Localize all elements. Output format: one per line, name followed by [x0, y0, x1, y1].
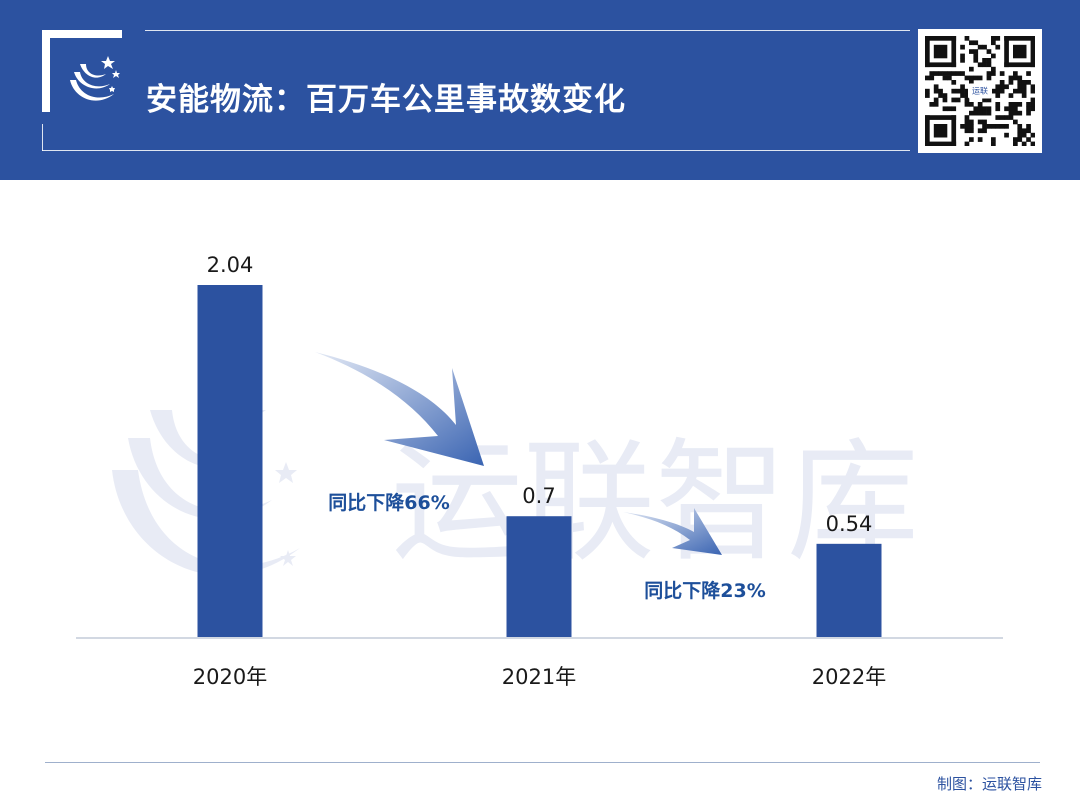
- page-title: 安能物流：百万车公里事故数变化: [146, 82, 626, 118]
- source-credit: 制图：运联智库: [936, 775, 1042, 793]
- header-rule-bottom: [42, 150, 910, 151]
- corner-bracket-horizontal: [42, 30, 122, 38]
- bar-2: [506, 516, 572, 637]
- trend-arrow-1: [315, 352, 484, 466]
- x-tick-label-3: 2022年: [812, 665, 886, 689]
- corner-bracket-vertical: [42, 30, 50, 112]
- qr-code[interactable]: 运联: [918, 29, 1042, 153]
- bar-value-label-2: 0.7: [522, 484, 555, 508]
- annotation-yoy-2022: 同比下降23%: [644, 579, 765, 602]
- brand-logo-icon: [70, 56, 120, 101]
- x-tick-label-1: 2020年: [193, 665, 267, 689]
- trend-arrow-2: [623, 508, 722, 555]
- qr-center-label: 运联: [968, 83, 992, 99]
- qr-code-pattern: [925, 36, 1035, 146]
- footer-rule: [45, 762, 1040, 763]
- bar-1: [197, 285, 263, 637]
- annotation-yoy-2021: 同比下降66%: [328, 491, 449, 514]
- header-rule-tick: [42, 124, 43, 151]
- bar-3: [816, 543, 882, 637]
- x-tick-label-2: 2021年: [502, 665, 576, 689]
- header-banner: 安能物流：百万车公里事故数变化 运联: [0, 0, 1080, 180]
- header-rule-top: [145, 30, 910, 31]
- bar-value-label-1: 2.04: [207, 253, 254, 277]
- bar-value-label-3: 0.54: [826, 512, 873, 536]
